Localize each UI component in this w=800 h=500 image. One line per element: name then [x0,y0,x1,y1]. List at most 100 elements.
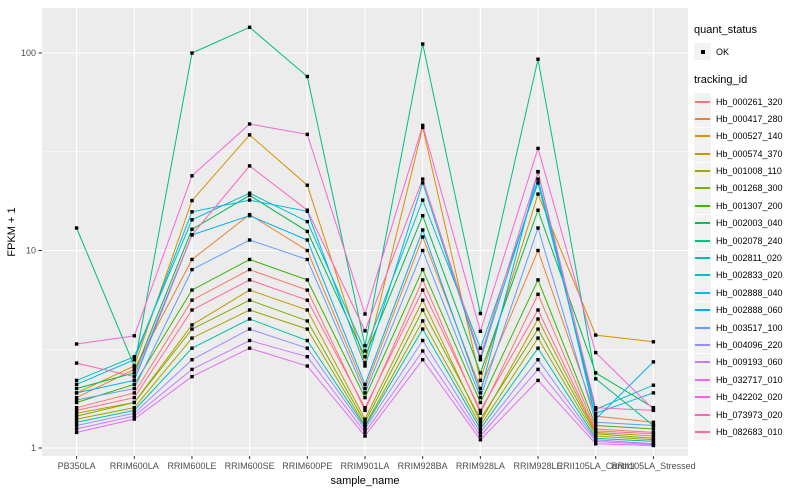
line-swatch-icon [694,179,711,197]
x-tick-label: RRIM928LE [514,461,563,471]
data-point [421,42,425,46]
line-swatch-icon [694,388,711,406]
legend-item-label: Hb_001268_300 [716,183,783,194]
data-point [74,226,79,230]
legend-line-icon [695,135,710,138]
data-point [305,364,309,368]
data-point [247,308,252,312]
line-swatch-icon [694,319,711,337]
y-tick-label: 10 [26,246,36,256]
data-point [305,288,309,292]
data-point [594,414,598,418]
data-point [651,383,656,387]
data-point [132,355,136,359]
data-point [247,288,252,292]
legend-line-icon [695,291,710,294]
data-point [594,442,598,446]
line-swatch-icon [694,353,711,371]
data-point [74,414,79,418]
legend-quant-status: quant_status OK [694,24,800,60]
legend-line-icon [695,430,710,433]
legend-line-icon [695,222,710,225]
data-point [74,411,79,415]
data-point [305,298,309,302]
line-swatch-icon [694,249,711,267]
data-point [74,423,79,428]
legend-item-label: Hb_002003_040 [716,218,783,229]
point-swatch-icon [694,43,711,60]
data-point [478,423,483,428]
data-point [247,193,252,198]
data-point [421,278,425,282]
data-point [651,439,656,444]
data-point [536,278,540,282]
legend-line-icon [695,378,710,381]
data-point [305,355,309,359]
legend-item-label: Hb_001008_110 [716,166,782,177]
data-point [74,342,79,346]
data-point [421,214,425,218]
data-point [74,408,79,413]
data-point [132,358,136,362]
data-point [478,411,483,415]
data-point [651,432,656,436]
legend-item: Hb_000527_140 [694,127,800,145]
data-point [421,327,425,331]
data-point [190,358,194,362]
data-point [132,378,136,383]
y-tick-label: 1 [31,443,36,453]
data-point [190,327,194,331]
data-point [247,133,252,137]
legend-line-icon [695,100,710,103]
data-point [594,417,598,421]
legend-line-icon [695,239,710,242]
data-point [421,123,425,128]
data-point [132,371,136,375]
data-point [594,434,598,438]
y-tick-label: 100 [21,48,36,58]
data-point [74,406,79,410]
data-point [305,319,309,323]
line-swatch-icon [694,284,711,302]
data-point [421,349,425,353]
data-point [651,360,656,364]
legend-line-icon [695,170,710,173]
data-point [536,146,540,151]
legend-item: Hb_004096_220 [694,336,800,354]
x-tick-label: RRIM901LA [340,461,389,471]
legend-title-quant-status: quant_status [694,24,757,36]
data-point [74,391,79,395]
legend-item: Hb_002833_020 [694,266,800,284]
data-point [421,198,425,202]
line-swatch-icon [694,93,711,110]
data-point [74,400,79,405]
data-point [74,430,79,435]
data-point [363,329,367,333]
x-axis-title: sample_name [330,475,399,487]
data-point [190,323,194,327]
legend-item-label: Hb_001307_200 [716,200,783,211]
data-point [421,338,425,343]
data-point [190,174,194,178]
data-point [478,386,483,391]
legend-line-icon [695,343,710,346]
data-point [536,317,540,321]
legend-line-icon [695,204,710,207]
legend-item-label: Hb_000261_320 [716,96,783,107]
data-point [247,317,252,321]
data-point [651,443,656,448]
data-point [594,423,598,428]
data-point [74,395,79,400]
data-point [190,233,194,237]
data-point [536,57,540,61]
data-point [190,257,194,262]
data-point [247,238,252,242]
data-point [478,395,483,400]
legend-line-icon [695,152,710,155]
data-point [132,367,136,372]
data-point [74,378,79,383]
data-point [478,346,483,350]
data-point [305,308,309,312]
line-swatch-icon [694,214,711,232]
data-point [594,439,598,444]
